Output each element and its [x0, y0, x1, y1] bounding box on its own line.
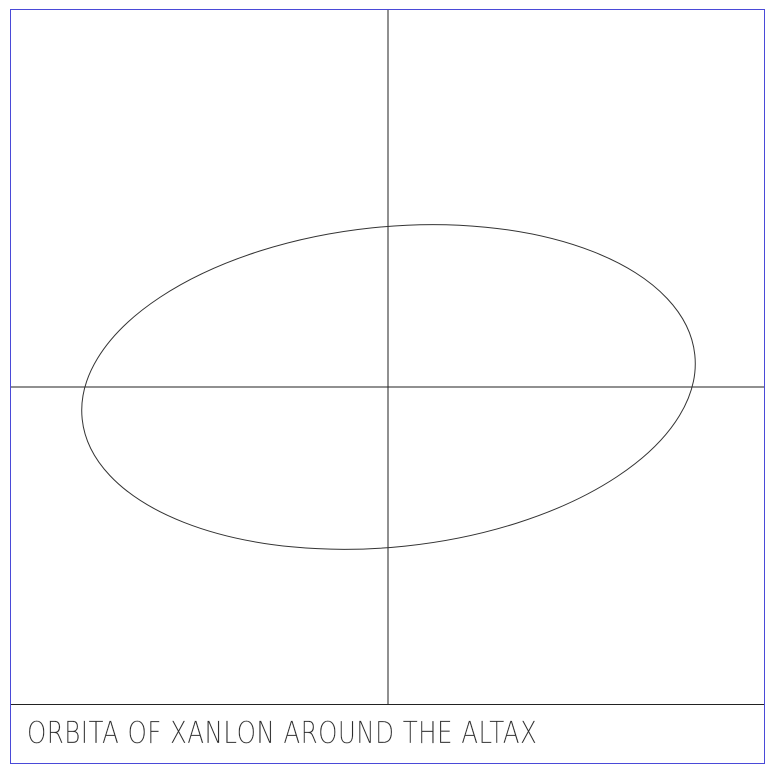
plot-area	[11, 10, 764, 704]
diagram-frame: ORBITA OF XANLON AROUND THE ALTAX	[10, 9, 765, 764]
orbit-ellipse	[81, 224, 696, 550]
diagram-caption: ORBITA OF XANLON AROUND THE ALTAX	[27, 716, 538, 751]
caption-bar: ORBITA OF XANLON AROUND THE ALTAX	[11, 704, 764, 763]
orbit-plot	[11, 10, 764, 704]
